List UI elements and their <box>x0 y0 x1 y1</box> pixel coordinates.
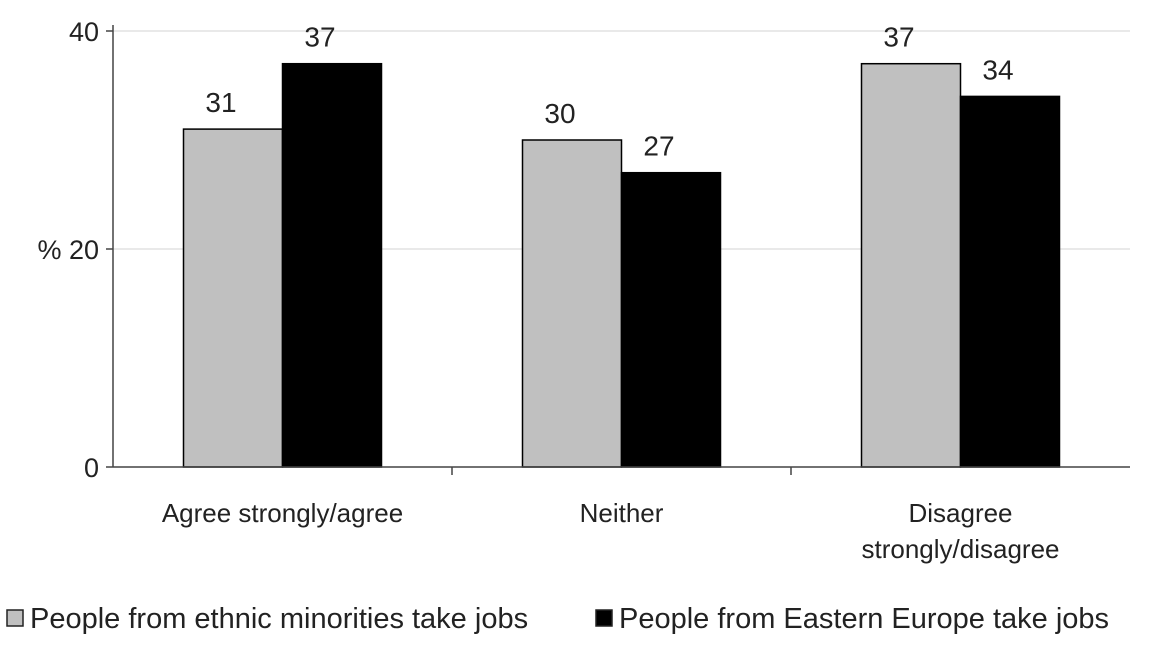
legend-swatch <box>595 609 613 627</box>
y-tick-label: 0 <box>84 453 99 483</box>
category-label: strongly/disagree <box>862 534 1060 564</box>
category-label: Disagree <box>908 498 1012 528</box>
data-label: 31 <box>205 87 236 118</box>
labels: 0 % 20 40 31 37 Agree strongly/agree 30 27 Neith… <box>37 17 1059 564</box>
legend: People from ethnic minorities take jobs P… <box>6 603 1109 635</box>
axes <box>106 25 1130 475</box>
bar-ethnic-minorities <box>182 128 284 468</box>
data-label: 37 <box>304 22 335 53</box>
bar-eastern-europe <box>959 95 1061 468</box>
bar-ethnic-minorities <box>860 62 962 468</box>
bar-ethnic-minorities <box>521 139 623 468</box>
data-label: 30 <box>544 98 575 129</box>
y-tick-label: 40 <box>69 17 99 47</box>
category-label: Agree strongly/agree <box>162 498 403 528</box>
data-label: 34 <box>982 54 1013 85</box>
legend-label: People from Eastern Europe take jobs <box>619 603 1109 635</box>
bars <box>182 62 1061 468</box>
legend-swatch <box>6 609 24 627</box>
y-tick-label: % 20 <box>37 235 99 265</box>
bar-eastern-europe <box>620 171 722 468</box>
category-label: Neither <box>580 498 664 528</box>
data-label: 27 <box>643 131 674 162</box>
bar-eastern-europe <box>281 62 383 468</box>
legend-label: People from ethnic minorities take jobs <box>30 603 528 635</box>
data-label: 37 <box>883 22 914 53</box>
